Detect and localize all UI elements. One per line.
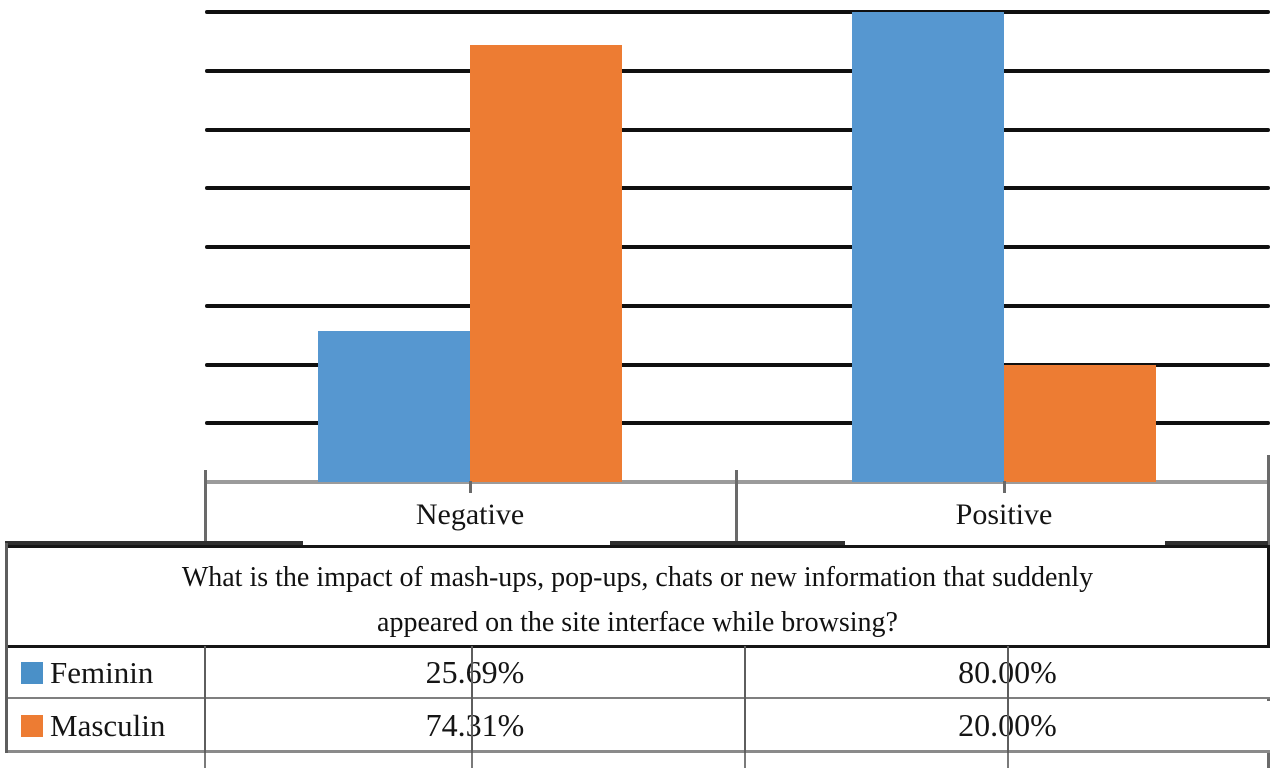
value-feminin-negative: 25.69% <box>425 654 525 690</box>
gridline-50 <box>205 186 1270 191</box>
bar-feminin-positive <box>852 12 1004 482</box>
feminin-legend-swatch-icon <box>21 661 43 684</box>
question-box: What is the impact of mash-ups, pop-ups,… <box>5 545 1270 648</box>
table-row-masculin: Masculin 74.31% 20.00% <box>5 701 1270 753</box>
table-top-border-segment-middle <box>610 541 845 545</box>
bottom-stub-3 <box>744 753 746 768</box>
question-text-line2: appeared on the site interface while bro… <box>377 607 898 638</box>
table-top-border-segment-left <box>5 541 303 545</box>
row-label-masculin: Masculin <box>50 707 166 743</box>
row-label-feminin: Feminin <box>50 654 154 690</box>
table-border-left <box>5 543 8 753</box>
bar-masculin-positive <box>1004 364 1156 482</box>
gridline-70 <box>205 68 1270 73</box>
bottom-stub-2 <box>471 753 473 768</box>
axis-minor-tick-positive <box>1003 481 1006 493</box>
axis-tick-left <box>204 470 207 541</box>
table-divider-category <box>744 646 746 753</box>
gridline-40 <box>205 245 1270 249</box>
bar-feminin-negative <box>318 331 470 482</box>
table-row-feminin: Feminin 25.69% 80.00% <box>5 648 1270 699</box>
category-label-negative: Negative <box>415 498 525 531</box>
gridline-20 <box>205 362 1270 367</box>
bottom-stub-1 <box>204 753 206 768</box>
gridline-80 <box>205 10 1270 14</box>
table-top-border-segment-right <box>1165 541 1268 545</box>
legend-cell-feminin: Feminin <box>5 648 205 697</box>
gridline-30 <box>205 303 1270 308</box>
bottom-stub-4 <box>1007 753 1009 768</box>
axis-minor-tick-negative <box>469 481 472 493</box>
question-text-line1: What is the impact of mash-ups, pop-ups,… <box>181 562 1094 593</box>
masculin-legend-swatch-icon <box>21 714 43 737</box>
table-divider-positive-center <box>1007 646 1009 753</box>
table-divider-negative-center <box>471 646 473 753</box>
legend-cell-masculin: Masculin <box>5 701 205 750</box>
axis-tick-middle <box>735 470 738 541</box>
value-masculin-negative: 74.31% <box>425 707 525 743</box>
gridline-60 <box>205 127 1270 132</box>
gridline-10 <box>205 421 1270 426</box>
bar-masculin-negative <box>470 45 622 482</box>
category-label-positive: Positive <box>955 498 1053 531</box>
bar-chart: Negative Positive <box>204 10 1270 768</box>
table-divider-legend <box>204 646 206 753</box>
